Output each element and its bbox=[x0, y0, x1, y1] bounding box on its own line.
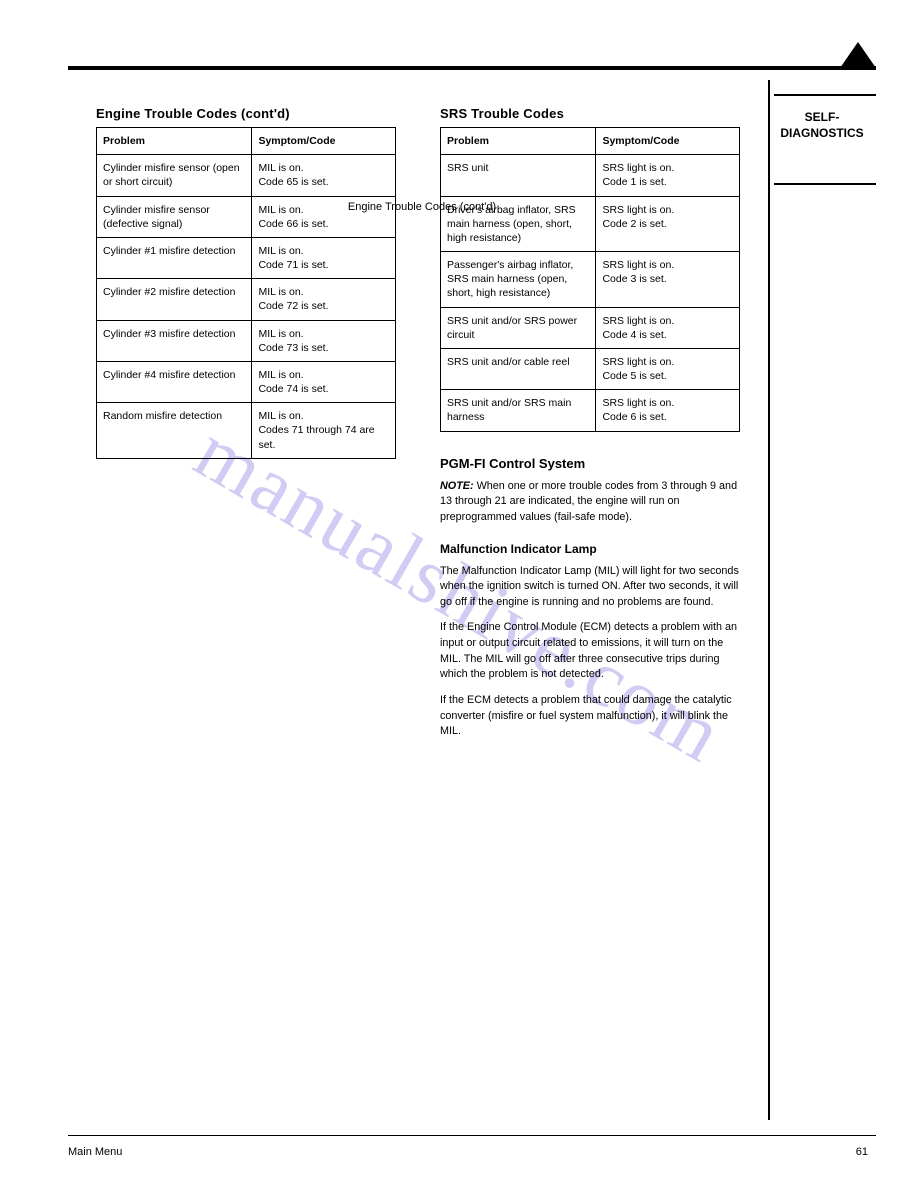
cell-symptom: SRS light is on.Code 1 is set. bbox=[596, 155, 740, 196]
table-header-row: Problem Symptom/Code bbox=[97, 128, 396, 155]
sidebar-rule-2 bbox=[774, 183, 876, 185]
sidebar-rule-1 bbox=[774, 94, 876, 96]
page-arrow-icon bbox=[840, 42, 876, 68]
spacer bbox=[440, 432, 740, 456]
cell-problem: SRS unit and/or cable reel bbox=[441, 348, 596, 389]
left-col-title: Engine Trouble Codes (cont'd) bbox=[96, 106, 396, 121]
col-header-problem: Problem bbox=[97, 128, 252, 155]
table-row: Cylinder #1 misfire detection MIL is on.… bbox=[97, 237, 396, 278]
sidebar-divider bbox=[768, 80, 770, 1120]
right-column: SRS Trouble Codes Problem Symptom/Code S… bbox=[440, 106, 740, 750]
top-rule bbox=[68, 66, 876, 70]
cell-symptom: SRS light is on.Code 5 is set. bbox=[596, 348, 740, 389]
cell-problem: Cylinder misfire sensor (defective signa… bbox=[97, 196, 252, 237]
mil-heading: Malfunction Indicator Lamp bbox=[440, 542, 740, 556]
cell-problem: Passenger's airbag inflator, SRS main ha… bbox=[441, 252, 596, 308]
page-number: 61 bbox=[856, 1146, 868, 1158]
cell-problem: Cylinder #4 misfire detection bbox=[97, 361, 252, 402]
cell-problem: Cylinder misfire sensor (open or short c… bbox=[97, 155, 252, 196]
pgmfi-heading: PGM-FI Control System bbox=[440, 456, 740, 471]
spacer bbox=[440, 526, 740, 542]
right-col-title: SRS Trouble Codes bbox=[440, 106, 740, 121]
mil-paragraphs: The Malfunction Indicator Lamp (MIL) wil… bbox=[440, 564, 740, 740]
cell-symptom: MIL is on.Code 73 is set. bbox=[252, 320, 396, 361]
cell-symptom: MIL is on.Code 71 is set. bbox=[252, 237, 396, 278]
note-text: When one or more trouble codes from 3 th… bbox=[440, 480, 737, 523]
footer-rule bbox=[68, 1135, 876, 1137]
table-row: SRS unit and/or SRS main harness SRS lig… bbox=[441, 390, 740, 431]
table-row: SRS unit and/or cable reel SRS light is … bbox=[441, 348, 740, 389]
cell-symptom: SRS light is on.Code 6 is set. bbox=[596, 390, 740, 431]
columns: Engine Trouble Codes (cont'd) Problem Sy… bbox=[96, 106, 748, 750]
left-column: Engine Trouble Codes (cont'd) Problem Sy… bbox=[96, 106, 396, 750]
table-row: SRS unit and/or SRS power circuit SRS li… bbox=[441, 307, 740, 348]
mil-para-1: The Malfunction Indicator Lamp (MIL) wil… bbox=[440, 564, 740, 611]
cell-problem: SRS unit and/or SRS main harness bbox=[441, 390, 596, 431]
cell-problem: Cylinder #3 misfire detection bbox=[97, 320, 252, 361]
table-row: Cylinder #4 misfire detection MIL is on.… bbox=[97, 361, 396, 402]
table-row: Cylinder #3 misfire detection MIL is on.… bbox=[97, 320, 396, 361]
table-header-row: Problem Symptom/Code bbox=[441, 128, 740, 155]
srs-codes-table: Problem Symptom/Code SRS unit SRS light … bbox=[440, 127, 740, 432]
cell-symptom: MIL is on.Code 74 is set. bbox=[252, 361, 396, 402]
cell-problem: Cylinder #2 misfire detection bbox=[97, 279, 252, 320]
table-row: SRS unit SRS light is on.Code 1 is set. bbox=[441, 155, 740, 196]
table-row: Driver's airbag inflator, SRS main harne… bbox=[441, 196, 740, 252]
cell-problem: Random misfire detection bbox=[97, 403, 252, 459]
cell-symptom: MIL is on.Code 65 is set. bbox=[252, 155, 396, 196]
table-row: Cylinder #2 misfire detection MIL is on.… bbox=[97, 279, 396, 320]
cell-symptom: MIL is on.Code 72 is set. bbox=[252, 279, 396, 320]
col-header-problem: Problem bbox=[441, 128, 596, 155]
sidebar-title-line2: DIAGNOSTICS bbox=[780, 126, 863, 140]
note-label: NOTE: bbox=[440, 480, 474, 492]
cell-symptom: SRS light is on.Code 4 is set. bbox=[596, 307, 740, 348]
footer-left-link[interactable]: Main Menu bbox=[68, 1146, 122, 1158]
cell-problem: Driver's airbag inflator, SRS main harne… bbox=[441, 196, 596, 252]
pgmfi-note: NOTE: When one or more trouble codes fro… bbox=[440, 479, 740, 526]
cell-symptom: SRS light is on.Code 3 is set. bbox=[596, 252, 740, 308]
cell-problem: SRS unit and/or SRS power circuit bbox=[441, 307, 596, 348]
sidebar-title: SELF- DIAGNOSTICS bbox=[774, 110, 870, 141]
table-row: Cylinder misfire sensor (defective signa… bbox=[97, 196, 396, 237]
mil-para-3: If the ECM detects a problem that could … bbox=[440, 693, 740, 740]
table-row: Random misfire detection MIL is on.Codes… bbox=[97, 403, 396, 459]
main-content: Engine Trouble Codes (cont'd) Problem Sy… bbox=[96, 106, 748, 750]
cell-symptom: SRS light is on.Code 2 is set. bbox=[596, 196, 740, 252]
cell-problem: SRS unit bbox=[441, 155, 596, 196]
cell-symptom: MIL is on.Codes 71 through 74 are set. bbox=[252, 403, 396, 459]
page: manualshive.com SELF- DIAGNOSTICS Engine… bbox=[0, 0, 918, 1188]
cell-problem: Cylinder #1 misfire detection bbox=[97, 237, 252, 278]
mil-para-2: If the Engine Control Module (ECM) detec… bbox=[440, 620, 740, 683]
table-row: Cylinder misfire sensor (open or short c… bbox=[97, 155, 396, 196]
table-row: Passenger's airbag inflator, SRS main ha… bbox=[441, 252, 740, 308]
col-header-symptom: Symptom/Code bbox=[252, 128, 396, 155]
sidebar-title-line1: SELF- bbox=[805, 110, 840, 124]
cell-symptom: MIL is on.Code 66 is set. bbox=[252, 196, 396, 237]
engine-codes-table: Problem Symptom/Code Cylinder misfire se… bbox=[96, 127, 396, 459]
col-header-symptom: Symptom/Code bbox=[596, 128, 740, 155]
